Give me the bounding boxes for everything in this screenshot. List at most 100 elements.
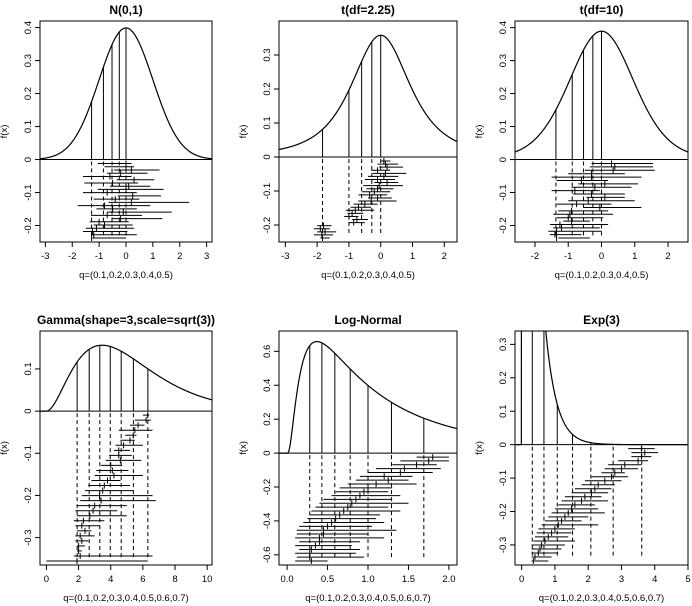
plot-frame [278, 20, 458, 243]
x-tick-label: 2 [76, 574, 81, 585]
y-axis-label: f(x) [238, 125, 249, 139]
x-tick-label: -3 [281, 251, 289, 262]
plot-area [40, 344, 212, 564]
plot-area [515, 331, 688, 564]
y-tick-label: -0.1 [23, 184, 34, 200]
x-tick-label: 1.0 [361, 574, 374, 585]
x-tick-label: 0.0 [280, 574, 293, 585]
y-tick-label: 0.4 [498, 21, 509, 34]
y-tick-label: -0.2 [498, 503, 509, 519]
panel-title: t(df=2.25) [341, 3, 395, 17]
x-tick-label: 1.5 [402, 574, 415, 585]
plot-frame [39, 330, 213, 566]
y-tick-label: 0 [23, 157, 34, 162]
y-tick-label: -0.1 [498, 470, 509, 486]
x-tick-label: 0 [599, 251, 604, 262]
y-tick-label: 0.1 [498, 120, 509, 133]
y-tick-label: -0.3 [23, 529, 34, 545]
y-axis-label: f(x) [474, 125, 485, 139]
y-tick-label: -0.2 [262, 217, 273, 233]
y-tick-label: -0.1 [498, 184, 509, 200]
panel-title: Log-Normal [334, 313, 401, 327]
y-tick-label: 0.2 [498, 87, 509, 100]
x-tick-label: 2.0 [442, 574, 455, 585]
y-tick-label: -0.2 [23, 217, 34, 233]
plot-area [515, 30, 688, 241]
plot-area [279, 340, 457, 564]
y-tick-label: -0.1 [262, 183, 273, 199]
plot-area [40, 27, 212, 241]
x-tick-label: 5 [685, 574, 690, 585]
panel-3: t(df=10) -2 -1 0 1 2 -0.2 -0.1 0 0.1 0.2 0.3 0.4 q=(0… [474, 3, 689, 281]
y-tick-label: 0.1 [498, 405, 509, 418]
panel-title: Gamma(shape=3,scale=sqrt(3)) [37, 313, 215, 327]
x-axis-label: q=(0.1,0.2,0.3,0.4,0.5) [79, 270, 173, 281]
y-tick-label: 0 [498, 442, 509, 447]
x-tick-label: 2 [586, 574, 591, 585]
y-tick-label: -0.2 [23, 487, 34, 503]
y-tick-label: 0.1 [23, 362, 34, 375]
y-tick-label: 0.4 [262, 379, 273, 392]
x-tick-label: 2 [177, 251, 182, 262]
x-tick-label: 1 [410, 251, 415, 262]
x-tick-label: -2 [531, 251, 539, 262]
x-tick-label: -2 [313, 251, 321, 262]
x-tick-label: 3 [204, 251, 209, 262]
x-tick-label: 4 [652, 574, 657, 585]
panel-title: N(0,1) [109, 3, 142, 17]
y-tick-label: 0 [262, 450, 273, 455]
density-curve [40, 344, 212, 412]
panel-title: t(df=10) [580, 3, 624, 17]
panel-4: Gamma(shape=3,scale=sqrt(3)) 0 2 4 6 8 10 -0.3 -… [0, 313, 215, 604]
x-tick-label: 0 [378, 251, 383, 262]
panel-5: Log-Normal 0.0 0.5 1.0 1.5 2.0 -0.6 -0.4 -0.2 0 0.… [238, 313, 458, 604]
y-tick-label: 0.3 [498, 54, 509, 67]
y-tick-label: -0.3 [498, 537, 509, 553]
y-tick-label: 0.6 [262, 345, 273, 358]
x-tick-label: 2 [442, 251, 447, 262]
x-axis-label: q=(0.1,0.2,0.3,0.4,0.5,0.6,0.7) [305, 593, 430, 604]
x-tick-label: 8 [172, 574, 177, 585]
y-tick-label: 0.2 [262, 413, 273, 426]
y-tick-label: 0.2 [262, 82, 273, 95]
x-axis-label: q=(0.1,0.2,0.3,0.4,0.5,0.6,0.7) [539, 593, 664, 604]
density-curve [515, 331, 688, 446]
plot-frame [514, 330, 689, 566]
y-tick-label: 0 [262, 154, 273, 159]
plot-area [279, 34, 457, 241]
x-tick-label: -1 [345, 251, 353, 262]
x-tick-label: 3 [619, 574, 624, 585]
x-tick-label: 0 [44, 574, 49, 585]
y-tick-label: 0 [23, 408, 34, 413]
x-tick-label: 6 [140, 574, 145, 585]
x-tick-label: 10 [202, 574, 213, 585]
y-tick-label: -0.4 [262, 513, 273, 529]
density-curve [279, 34, 457, 151]
y-tick-label: 0.4 [23, 21, 34, 34]
y-tick-label: 0.3 [23, 54, 34, 67]
panel-1: N(0,1) -3 -2 -1 0 1 2 3 -0.2 -0.1 0 0.1 0.2 0.3 0.4 q=(… [0, 3, 213, 281]
y-tick-label: 0 [498, 157, 509, 162]
density-curve [279, 340, 457, 454]
panel-2: t(df=2.25) -3 -2 -1 0 1 2 -0.2 -0.1 0 0.1 0.2 0.3 q=(… [238, 3, 458, 281]
panel-title: Exp(3) [583, 313, 620, 327]
y-tick-label: 0.1 [23, 120, 34, 133]
x-tick-label: 0.5 [321, 574, 334, 585]
x-tick-label: -1 [564, 251, 572, 262]
y-axis-label: f(x) [0, 125, 10, 139]
x-tick-label: -3 [41, 251, 49, 262]
x-axis-label: q=(0.1,0.2,0.3,0.4,0.5) [555, 270, 649, 281]
y-tick-label: 0.1 [262, 116, 273, 129]
x-tick-label: 1 [632, 251, 637, 262]
x-axis-label: q=(0.1,0.2,0.3,0.4,0.5,0.6,0.7) [63, 593, 188, 604]
y-tick-label: -0.1 [23, 445, 34, 461]
y-tick-label: 0.2 [23, 87, 34, 100]
panel-6: Exp(3) 0 1 2 3 4 5 -0.3 -0.2 -0.1 0 0.1 0.2 0.3 q=(0.1… [474, 313, 691, 604]
y-tick-label: 0.3 [498, 338, 509, 351]
y-tick-label: 0.2 [498, 371, 509, 384]
x-tick-label: -2 [68, 251, 76, 262]
x-tick-label: 1 [552, 574, 557, 585]
x-axis-label: q=(0.1,0.2,0.3,0.4,0.5) [321, 270, 415, 281]
y-tick-label: 0.3 [262, 48, 273, 61]
